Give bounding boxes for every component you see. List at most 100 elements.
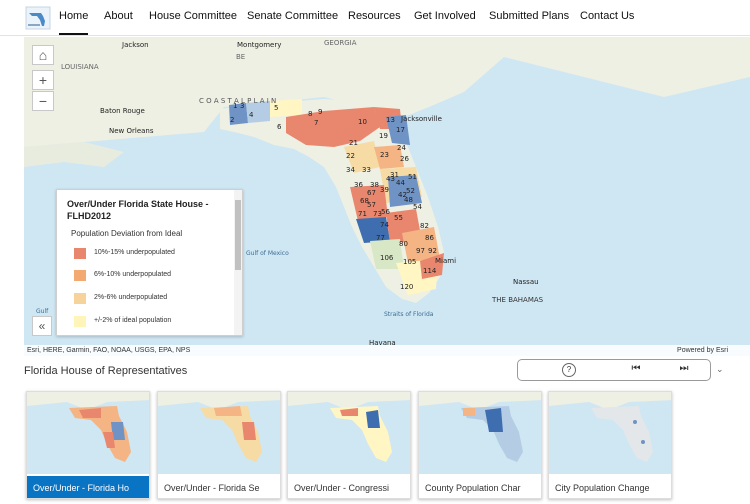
gallery-card-label: Over/Under - Congressi (294, 483, 390, 493)
legend-label: 10%-15% underpopulated (94, 249, 175, 256)
svg-text:Jacksonville: Jacksonville (400, 115, 442, 123)
map-thumbnail (549, 392, 671, 474)
gallery-title: Florida House of Representatives (24, 365, 188, 377)
svg-text:21: 21 (349, 139, 358, 147)
svg-text:10: 10 (358, 118, 367, 126)
legend-swatch (74, 248, 86, 259)
svg-text:114: 114 (423, 267, 437, 275)
svg-text:43: 43 (386, 175, 395, 183)
svg-text:57: 57 (367, 201, 376, 209)
gallery-card[interactable]: Over/Under - Florida Se (157, 391, 281, 499)
help-icon[interactable]: ? (562, 363, 576, 377)
map-thumbnail (27, 392, 149, 474)
svg-text:Nassau: Nassau (513, 278, 539, 286)
svg-text:23: 23 (380, 151, 389, 159)
home-extent-button[interactable]: ⌂ (32, 45, 54, 65)
svg-text:51: 51 (408, 173, 417, 181)
svg-text:34: 34 (346, 166, 355, 174)
svg-text:1: 1 (233, 102, 237, 110)
gallery-card-label: Over/Under - Florida Ho (27, 476, 149, 498)
svg-text:24: 24 (397, 144, 406, 152)
nav-home[interactable]: Home (59, 0, 89, 35)
nav-house-committee[interactable]: House Committee (149, 10, 238, 22)
svg-text:Gulf of Mexico: Gulf of Mexico (246, 250, 289, 257)
legend-label: +/-2% of ideal population (94, 317, 172, 324)
svg-text:105: 105 (403, 258, 416, 266)
svg-text:6: 6 (277, 123, 282, 131)
nav-senate-committee[interactable]: Senate Committee (247, 10, 339, 22)
svg-text:36: 36 (354, 181, 363, 189)
nav-about[interactable]: About (104, 10, 133, 22)
map-thumbnail (419, 392, 541, 474)
legend-subtitle: Population Deviation from Ideal (71, 229, 183, 238)
zoom-in-button[interactable]: + (32, 70, 54, 90)
svg-text:26: 26 (400, 155, 409, 163)
svg-text:C O A S T A L P L A I N: C O A S T A L P L A I N (199, 97, 276, 105)
scroll-thumb[interactable] (235, 200, 241, 270)
top-navigation: Home About House Committee Senate Commit… (0, 0, 750, 36)
zoom-out-button[interactable]: − (32, 91, 54, 111)
svg-text:33: 33 (362, 166, 371, 174)
svg-text:Montgomery: Montgomery (237, 41, 281, 49)
gallery-card-label: County Population Char (425, 483, 521, 493)
legend-swatch (74, 293, 86, 304)
svg-text:106: 106 (380, 254, 394, 262)
map-attribution: Esri, HERE, Garmin, FAO, NOAA, USGS, EPA… (24, 345, 750, 356)
nav-resources[interactable]: Resources (348, 10, 401, 22)
svg-text:Baton Rouge: Baton Rouge (100, 107, 145, 115)
nav-contact-us[interactable]: Contact Us (580, 10, 635, 22)
svg-text:New Orleans: New Orleans (109, 127, 154, 135)
gallery-card[interactable]: County Population Char (418, 391, 542, 499)
florida-logo-icon[interactable] (25, 5, 51, 31)
gallery-card[interactable]: Over/Under - Florida Ho (26, 391, 150, 499)
svg-text:19: 19 (379, 132, 388, 140)
map-thumbnail (288, 392, 410, 474)
map-thumbnail (158, 392, 280, 474)
collapse-legend-button[interactable]: « (32, 316, 52, 336)
next-icon[interactable]: ⏭ (679, 363, 689, 374)
svg-text:Jackson: Jackson (121, 41, 149, 49)
legend-title: Over/Under Florida State House - FLHD201… (67, 199, 209, 221)
svg-text:17: 17 (396, 126, 405, 134)
svg-text:2: 2 (230, 116, 234, 124)
legend-scrollbar[interactable] (234, 190, 242, 335)
svg-text:54: 54 (413, 203, 422, 211)
legend-swatch (74, 270, 86, 281)
svg-text:82: 82 (420, 222, 429, 230)
svg-text:Havana: Havana (369, 339, 396, 347)
svg-text:71: 71 (358, 210, 367, 218)
gallery-card-label: City Population Change (555, 483, 650, 493)
svg-text:BE: BE (236, 53, 245, 61)
svg-text:80: 80 (399, 240, 408, 248)
svg-text:GEORGIA: GEORGIA (324, 39, 357, 47)
powered-by-esri[interactable]: Powered by Esri (677, 347, 728, 354)
gallery-card[interactable]: City Population Change (548, 391, 672, 499)
nav-get-involved[interactable]: Get Involved (414, 10, 476, 22)
nav-submitted-plans[interactable]: Submitted Plans (489, 10, 570, 22)
svg-text:5: 5 (274, 104, 278, 112)
svg-text:4: 4 (249, 111, 254, 119)
svg-text:97: 97 (416, 247, 425, 255)
svg-text:74: 74 (380, 221, 389, 229)
svg-text:52: 52 (406, 187, 415, 195)
gallery-card-label: Over/Under - Florida Se (164, 483, 260, 493)
svg-text:86: 86 (425, 234, 434, 242)
attribution-text: Esri, HERE, Garmin, FAO, NOAA, USGS, EPA… (27, 347, 191, 354)
legend-panel: Over/Under Florida State House - FLHD201… (56, 189, 243, 336)
previous-icon[interactable]: ⏮ (631, 363, 641, 374)
svg-text:92: 92 (428, 247, 437, 255)
svg-text:Miami: Miami (435, 257, 456, 265)
legend-label: 6%-10% underpopulated (94, 271, 172, 278)
svg-text:9: 9 (318, 108, 322, 116)
svg-text:44: 44 (396, 179, 405, 187)
svg-text:Straits of Florida: Straits of Florida (384, 311, 434, 318)
expand-gallery-icon[interactable]: ⌄ (716, 364, 724, 374)
gallery-card[interactable]: Over/Under - Congressi (287, 391, 411, 499)
svg-text:38: 38 (370, 181, 379, 189)
legend-label: 2%-6% underpopulated (94, 294, 168, 301)
svg-text:7: 7 (314, 119, 318, 127)
svg-text:42: 42 (398, 191, 407, 199)
svg-text:39: 39 (380, 186, 389, 194)
